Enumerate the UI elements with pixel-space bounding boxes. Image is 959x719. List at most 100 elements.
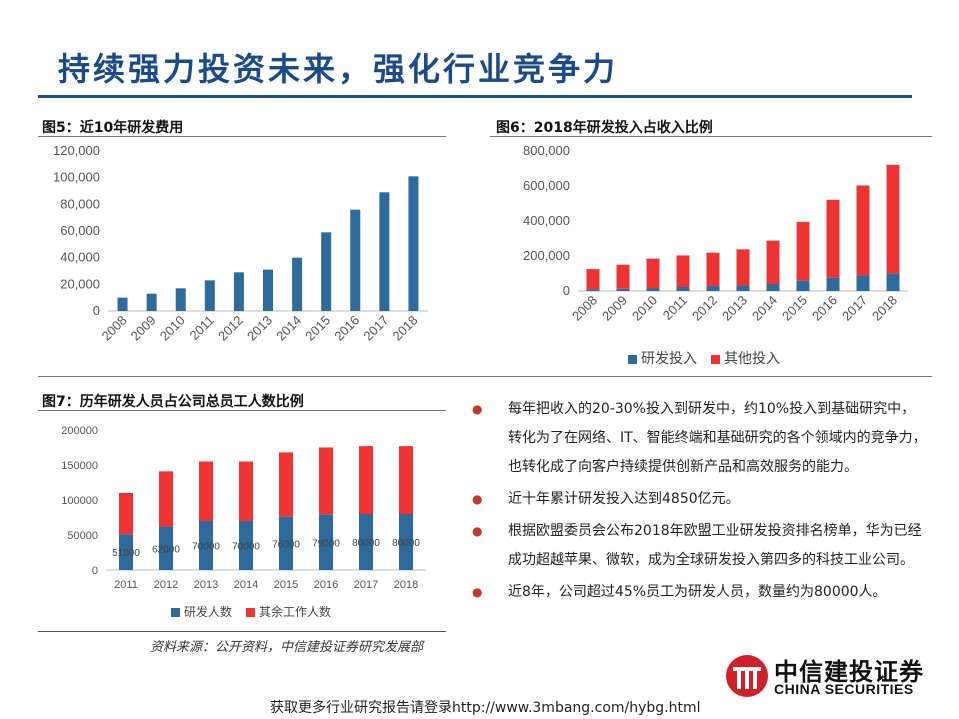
bar-rd <box>706 285 720 291</box>
bullet-item: ● 每年把收入的20-30%投入到研发中，约10%投入到基础研究中，转化为了在网络… <box>468 395 928 482</box>
x-tick-label: 2012 <box>154 579 178 591</box>
y-tick-label: 20,000 <box>60 276 100 291</box>
x-tick-label: 2009 <box>128 313 159 344</box>
x-tick-label: 2013 <box>194 579 218 591</box>
footer-link-text: 获取更多行业研究报告请登录http://www.3mbang.com/hybg.… <box>270 700 701 716</box>
y-tick-label: 100,000 <box>53 170 100 185</box>
bar-rd <box>646 288 660 291</box>
bar-rd <box>119 534 133 570</box>
bar-rd <box>886 273 900 291</box>
data-label: 70000 <box>192 542 220 553</box>
source-note: 资料来源：公开资料，中信建投证券研究发展部 <box>150 640 424 655</box>
x-tick-label: 2013 <box>244 313 275 344</box>
y-tick-label: 50000 <box>67 530 98 542</box>
bar <box>408 176 419 311</box>
y-tick-label: 60,000 <box>60 223 100 238</box>
bar-rd <box>766 284 780 291</box>
bullet-item: ● 近十年累计研发投入达到4850亿元。 <box>468 485 928 514</box>
y-tick-label: 0 <box>92 565 98 577</box>
y-tick-label: 80,000 <box>60 196 100 211</box>
bar <box>379 192 390 311</box>
bar-rd <box>239 521 253 570</box>
x-tick-label: 2008 <box>569 293 600 324</box>
bar-other <box>586 269 600 290</box>
bar <box>263 269 273 311</box>
legend-label: 其余工作人数 <box>259 604 331 619</box>
x-tick-label: 2018 <box>394 579 418 591</box>
x-tick-label: 2015 <box>779 293 810 324</box>
bullet-dot-icon: ● <box>472 492 483 506</box>
fig7-rule <box>38 410 446 411</box>
bar <box>146 293 157 311</box>
bar-rd <box>159 526 173 570</box>
bar-rd <box>199 521 213 570</box>
logo-name-cn: 中信建投证券 <box>774 658 924 686</box>
fig6-chart: 0200,000400,000600,000800,00020082009201… <box>523 143 908 366</box>
bar-rd <box>279 516 293 570</box>
bar-rd <box>796 280 810 291</box>
y-tick-label: 800,000 <box>523 143 570 158</box>
x-tick-label: 2014 <box>749 293 780 324</box>
legend-swatch <box>711 355 720 364</box>
bar <box>321 232 332 311</box>
x-tick-label: 2018 <box>869 293 900 324</box>
x-tick-label: 2010 <box>629 293 660 324</box>
fig5-caption: 图5：近10年研发费用 <box>42 120 184 136</box>
bar-other <box>119 493 133 535</box>
bar-other <box>399 446 413 514</box>
x-tick-label: 2010 <box>157 313 188 344</box>
bar <box>204 280 215 311</box>
bar <box>233 272 244 311</box>
data-label: 70000 <box>232 542 260 553</box>
bullet-dot-icon: ● <box>472 402 483 416</box>
bar-other <box>319 447 333 515</box>
bar-rd <box>826 277 840 291</box>
bullet-item: ● 根据欧盟委员会公布2018年欧盟工业研发投资排名榜单，华为已经成功超越苹果、微… <box>468 517 928 575</box>
y-tick-label: 150000 <box>61 460 98 472</box>
bar-other <box>706 252 720 286</box>
bar-rd <box>399 514 413 570</box>
bar <box>292 257 303 311</box>
y-tick-label: 200,000 <box>523 248 570 263</box>
bar-other <box>199 461 213 521</box>
x-tick-label: 2013 <box>719 293 750 324</box>
x-tick-label: 2011 <box>660 293 690 323</box>
bar-rd <box>359 514 373 570</box>
legend-swatch <box>246 608 255 617</box>
company-logo: 中信建投证券 CHINA SECURITIES <box>722 650 932 702</box>
data-label: 80000 <box>352 538 380 549</box>
data-label: 79000 <box>312 538 340 549</box>
x-tick-label: 2016 <box>809 293 840 324</box>
data-label: 80000 <box>392 538 420 549</box>
bar-other <box>856 185 870 276</box>
x-tick-label: 2011 <box>114 579 138 591</box>
x-tick-label: 2016 <box>331 313 362 344</box>
bar <box>350 209 361 311</box>
x-tick-label: 2012 <box>215 313 246 344</box>
bar-rd <box>616 288 630 291</box>
bullet-list: ● 每年把收入的20-30%投入到研发中，约10%投入到基础研究中，转化为了在网络… <box>468 395 928 610</box>
x-tick-label: 2012 <box>689 293 720 324</box>
y-tick-label: 200000 <box>61 425 98 437</box>
bullet-dot-icon: ● <box>472 524 483 538</box>
x-tick-label: 2016 <box>314 579 338 591</box>
x-tick-label: 2015 <box>274 579 298 591</box>
page-title: 持续强力投资未来，强化行业竞争力 <box>58 50 619 88</box>
y-tick-label: 100000 <box>61 495 98 507</box>
bar-rd <box>736 285 750 291</box>
bar-other <box>279 452 293 517</box>
x-tick-label: 2015 <box>302 313 333 344</box>
x-tick-label: 2008 <box>99 313 130 344</box>
bullet-text: 近8年，公司超过45%员工为研发人员，数量约为80000人。 <box>508 584 887 600</box>
fig6-caption: 图6：2018年研发投入占收入比例 <box>496 120 713 136</box>
x-tick-label: 2011 <box>187 313 217 343</box>
fig7-caption: 图7：历年研发人员占公司总员工人数比例 <box>42 394 304 410</box>
logo-name-en: CHINA SECURITIES <box>774 681 914 697</box>
x-tick-label: 2009 <box>599 293 630 324</box>
citic-logo-icon <box>726 655 768 697</box>
bar-other <box>646 258 660 289</box>
bullet-text: 每年把收入的20-30%投入到研发中，约10%投入到基础研究中，转化为了在网络、… <box>508 401 927 475</box>
y-tick-label: 600,000 <box>523 178 570 193</box>
bar-other <box>826 199 840 278</box>
x-tick-label: 2018 <box>390 313 421 344</box>
